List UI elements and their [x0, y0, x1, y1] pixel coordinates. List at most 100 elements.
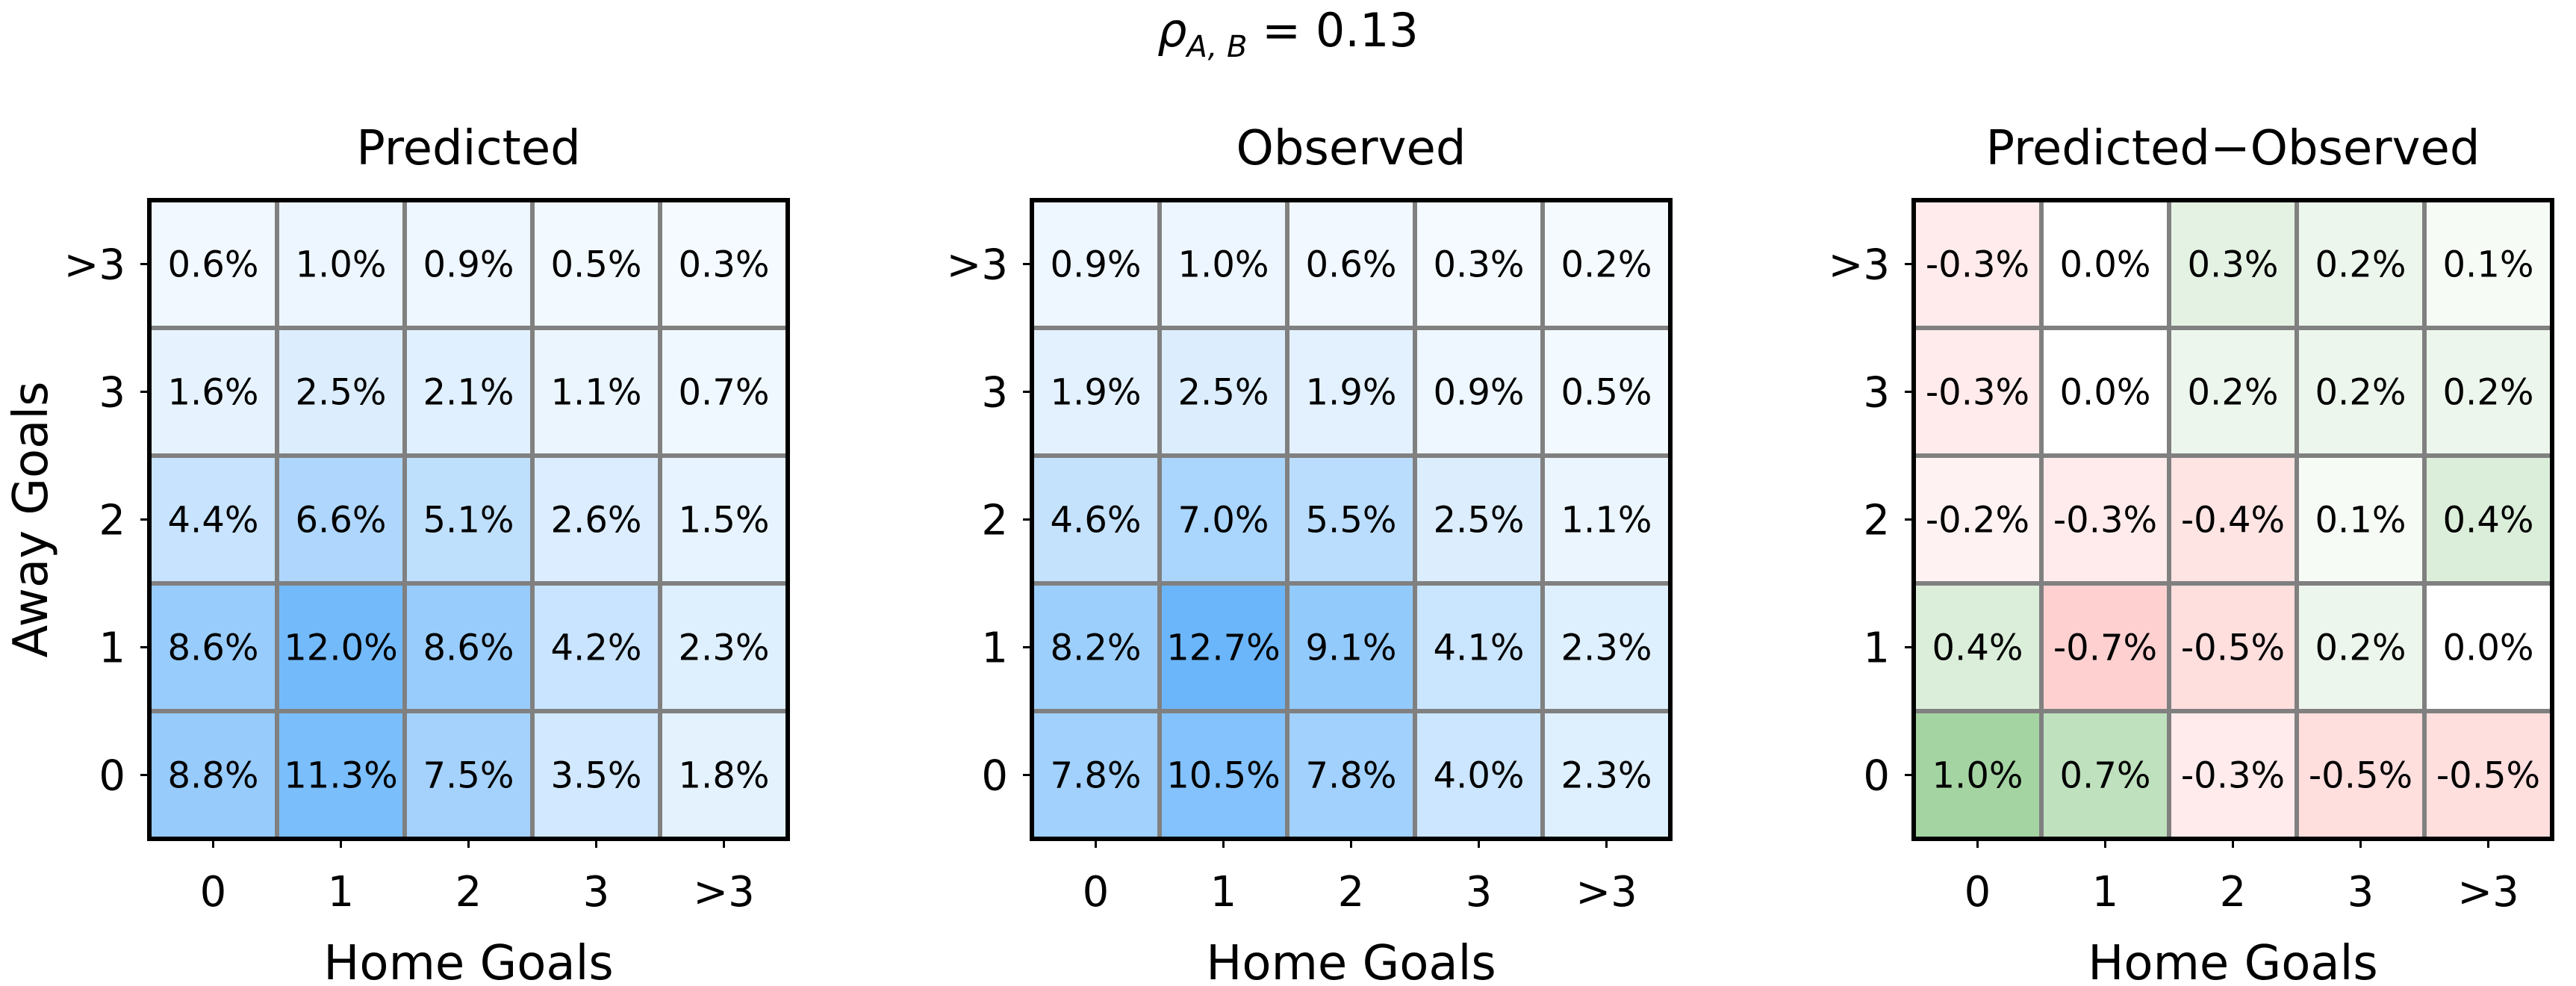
cell-value-label: 0.6% — [168, 244, 259, 286]
cell-value-label: 1.0% — [1932, 755, 2023, 797]
cell-value-label: 6.6% — [296, 500, 387, 542]
cell-value-label: 1.8% — [679, 755, 770, 797]
cell-value-label: 0.3% — [1434, 244, 1525, 286]
cell-value-label: 2.5% — [1178, 372, 1269, 414]
x-tick-label: 1 — [2092, 868, 2119, 917]
y-tick-label: 1 — [99, 624, 125, 673]
cell-value-label: 0.0% — [2060, 372, 2151, 414]
heatmap-panel-1: Predicted 0.6% 1.0% 0.9% 0.5% 0.3% 1.6% 2.5% 2.1… — [4, 121, 790, 986]
x-tick-label: 3 — [583, 868, 610, 917]
cell-value-label: 8.6% — [168, 627, 259, 669]
cell-value-label: 1.9% — [1051, 372, 1142, 414]
heatmap-cell — [275, 709, 407, 841]
heatmap-cell — [2039, 709, 2171, 841]
heatmap-cell — [1413, 198, 1545, 330]
cell-value-label: 3.5% — [551, 755, 642, 797]
cell-value-label: 2.1% — [423, 372, 514, 414]
y-tick-label: 2 — [1863, 497, 1890, 545]
cell-value-label: 1.9% — [1306, 372, 1397, 414]
heatmap-cell — [2422, 581, 2554, 713]
cell-value-label: 1.6% — [168, 372, 259, 414]
y-tick-label: >3 — [63, 241, 125, 290]
cell-value-label: 4.0% — [1434, 755, 1525, 797]
heatmap-cell — [402, 326, 535, 458]
cell-value-label: -0.4% — [2181, 500, 2285, 542]
cell-value-label: 2.6% — [551, 500, 642, 542]
heatmap-cell — [1157, 326, 1289, 458]
cell-value-label: -0.3% — [2181, 755, 2285, 797]
cell-value-label: 12.7% — [1166, 627, 1280, 669]
heatmap-panel-3: Predicted−Observed-0.3% 0.0% 0.3% 0.2% 0.1%-… — [1828, 121, 2554, 986]
suptitle-value: = 0.13 — [1247, 3, 1418, 58]
cell-value-label: 0.9% — [1434, 372, 1525, 414]
heatmap-cell — [402, 709, 535, 841]
cell-value-label: -0.5% — [2181, 627, 2285, 669]
cell-value-label: 8.6% — [423, 627, 514, 669]
cell-value-label: 2.5% — [296, 372, 387, 414]
heatmap-cell — [1911, 453, 2044, 586]
x-tick-label: >3 — [693, 868, 755, 917]
cell-value-label: 0.7% — [679, 372, 770, 414]
cell-value-label: 0.7% — [2060, 755, 2151, 797]
y-tick-label: 1 — [1863, 624, 1890, 673]
y-tick-label: >3 — [946, 241, 1008, 290]
heatmap-cell — [530, 453, 662, 586]
heatmap-cell — [1157, 198, 1289, 330]
cell-value-label: 0.2% — [2315, 627, 2407, 669]
cell-value-label: 0.2% — [2188, 372, 2279, 414]
heatmap-cell — [2167, 326, 2299, 458]
cell-value-label: 7.8% — [1306, 755, 1397, 797]
y-tick-label: 3 — [99, 369, 125, 418]
heatmap-panels: Predicted 0.6% 1.0% 0.9% 0.5% 0.3% 1.6% 2.5% 2.1… — [4, 121, 2554, 986]
cell-value-label: 0.2% — [2443, 372, 2534, 414]
cell-value-label: 0.3% — [2188, 244, 2279, 286]
x-tick-label: 2 — [455, 868, 482, 917]
cell-value-label: 4.6% — [1051, 500, 1142, 542]
cell-value-label: 7.8% — [1051, 755, 1142, 797]
heatmap-cell — [2295, 581, 2427, 713]
cell-value-label: 0.0% — [2443, 627, 2534, 669]
y-tick-label: 0 — [1863, 752, 1890, 801]
heatmap-cell — [658, 581, 790, 713]
y-tick-label: >3 — [1828, 241, 1890, 290]
heatmap-cell — [1030, 453, 1162, 586]
cell-value-label: -0.7% — [2053, 627, 2157, 669]
heatmap-cell — [530, 581, 662, 713]
x-tick-label: 2 — [2220, 868, 2247, 917]
x-axis-label: Home Goals — [2088, 936, 2377, 986]
y-tick-label: 2 — [981, 497, 1008, 545]
heatmap-cell — [1030, 709, 1162, 841]
cell-value-label: 1.0% — [296, 244, 387, 286]
cell-value-label: 0.5% — [551, 244, 642, 286]
cell-value-label: -0.3% — [2053, 500, 2157, 542]
cell-value-label: 0.4% — [1932, 627, 2023, 669]
cell-value-label: 11.3% — [284, 755, 397, 797]
cell-value-label: 8.8% — [168, 755, 259, 797]
cell-value-label: 1.1% — [1561, 500, 1652, 542]
heatmap-cell — [275, 453, 407, 586]
cell-value-label: 0.6% — [1306, 244, 1397, 286]
cell-value-label: 4.4% — [168, 500, 259, 542]
heatmap-cell — [1157, 581, 1289, 713]
x-axis-label: Home Goals — [1206, 936, 1496, 986]
y-axis-label: Away Goals — [4, 381, 59, 657]
cell-value-label: 12.0% — [284, 627, 397, 669]
heatmap-cell — [1413, 581, 1545, 713]
cell-value-label: 4.1% — [1434, 627, 1525, 669]
cell-value-label: 4.2% — [551, 627, 642, 669]
x-tick-label: 1 — [1210, 868, 1237, 917]
cell-value-label: 7.0% — [1178, 500, 1269, 542]
cell-value-label: 2.3% — [1561, 755, 1652, 797]
cell-value-label: 1.1% — [551, 372, 642, 414]
heatmap-cell — [2039, 453, 2171, 586]
cell-value-label: 0.9% — [423, 244, 514, 286]
heatmap-cell — [2167, 453, 2299, 586]
y-tick-label: 3 — [1863, 369, 1890, 418]
cell-value-label: 0.2% — [2315, 244, 2407, 286]
cell-value-label: -0.5% — [2309, 755, 2412, 797]
suptitle-subscript: A, B — [1184, 30, 1247, 64]
heatmap-cell — [2295, 453, 2427, 586]
x-tick-label: 0 — [1964, 868, 1991, 917]
heatmap-cell — [2039, 326, 2171, 458]
cell-value-label: 0.9% — [1051, 244, 1142, 286]
